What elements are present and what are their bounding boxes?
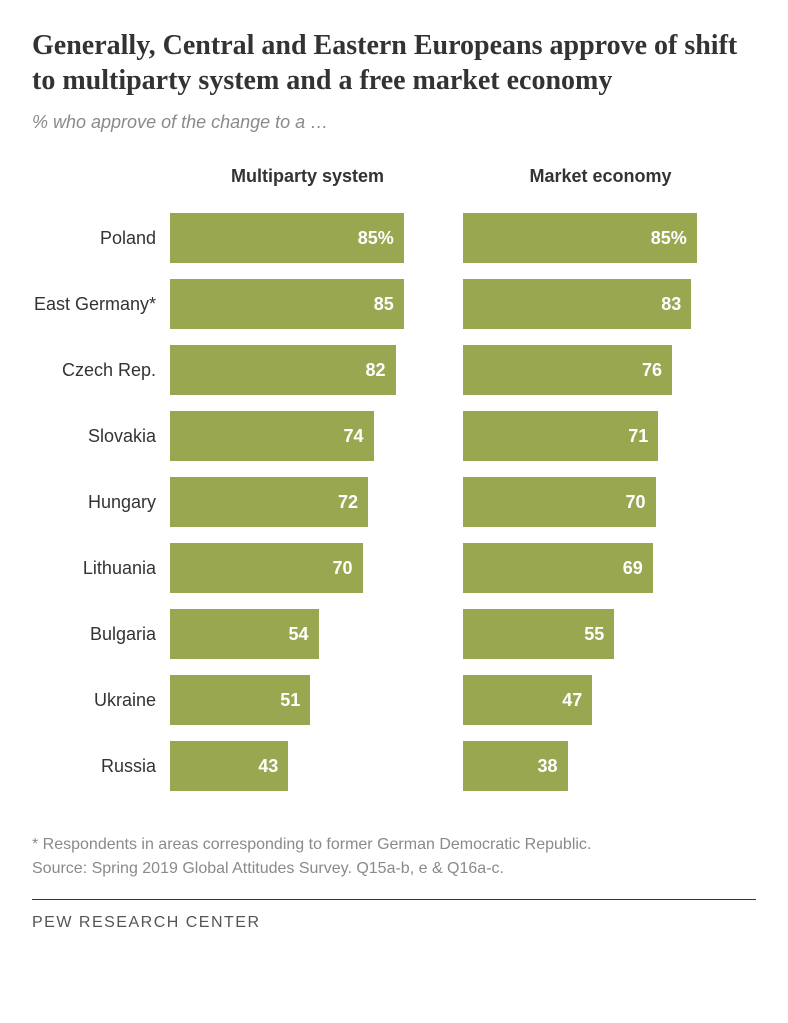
- bar-row: 70: [170, 535, 445, 601]
- chart-footnote: * Respondents in areas corresponding to …: [32, 833, 756, 881]
- chart-area: PolandEast Germany*Czech Rep.SlovakiaHun…: [32, 167, 756, 799]
- row-label: Lithuania: [32, 535, 170, 601]
- bar: 70: [463, 477, 656, 527]
- chart-subtitle: % who approve of the change to a …: [32, 112, 756, 133]
- bar-row: 76: [463, 337, 738, 403]
- bar-row: 38: [463, 733, 738, 799]
- bars-column-1: Market economy 85% 83 76 71 70 69 55 47 38: [463, 167, 756, 799]
- bar: 85: [170, 279, 404, 329]
- footnote-line: Source: Spring 2019 Global Attitudes Sur…: [32, 857, 756, 881]
- chart-title: Generally, Central and Eastern Europeans…: [32, 28, 756, 98]
- bar: 85%: [463, 213, 697, 263]
- bar-row: 74: [170, 403, 445, 469]
- bar: 55: [463, 609, 614, 659]
- bar: 54: [170, 609, 319, 659]
- bar-row: 70: [463, 469, 738, 535]
- bar-row: 85%: [463, 205, 738, 271]
- bar-row: 69: [463, 535, 738, 601]
- row-label: Hungary: [32, 469, 170, 535]
- brand-label: PEW RESEARCH CENTER: [32, 914, 756, 932]
- bars-column-0: Multiparty system 85% 85 82 74 72 70 54 51 43: [170, 167, 463, 799]
- row-label: East Germany*: [32, 271, 170, 337]
- bar: 85%: [170, 213, 404, 263]
- bar: 38: [463, 741, 568, 791]
- row-labels-column: PolandEast Germany*Czech Rep.SlovakiaHun…: [32, 167, 170, 799]
- bar: 70: [170, 543, 363, 593]
- row-label: Czech Rep.: [32, 337, 170, 403]
- bar-row: 47: [463, 667, 738, 733]
- footnote-line: * Respondents in areas corresponding to …: [32, 833, 756, 857]
- bar: 43: [170, 741, 288, 791]
- bar: 71: [463, 411, 658, 461]
- bar-row: 51: [170, 667, 445, 733]
- bar: 47: [463, 675, 592, 725]
- bar: 74: [170, 411, 374, 461]
- bar-row: 55: [463, 601, 738, 667]
- bar-row: 83: [463, 271, 738, 337]
- row-label: Slovakia: [32, 403, 170, 469]
- bar-row: 82: [170, 337, 445, 403]
- row-label: Russia: [32, 733, 170, 799]
- bar-row: 72: [170, 469, 445, 535]
- bar: 82: [170, 345, 396, 395]
- column-header: Market economy: [463, 167, 738, 205]
- bar-row: 71: [463, 403, 738, 469]
- row-label: Poland: [32, 205, 170, 271]
- bar: 51: [170, 675, 310, 725]
- bar-row: 43: [170, 733, 445, 799]
- bar-row: 54: [170, 601, 445, 667]
- bar: 83: [463, 279, 691, 329]
- row-label: Ukraine: [32, 667, 170, 733]
- bar: 69: [463, 543, 653, 593]
- bar: 76: [463, 345, 672, 395]
- bar-row: 85: [170, 271, 445, 337]
- divider: [32, 899, 756, 900]
- row-label: Bulgaria: [32, 601, 170, 667]
- bar: 72: [170, 477, 368, 527]
- column-header: Multiparty system: [170, 167, 445, 205]
- bar-row: 85%: [170, 205, 445, 271]
